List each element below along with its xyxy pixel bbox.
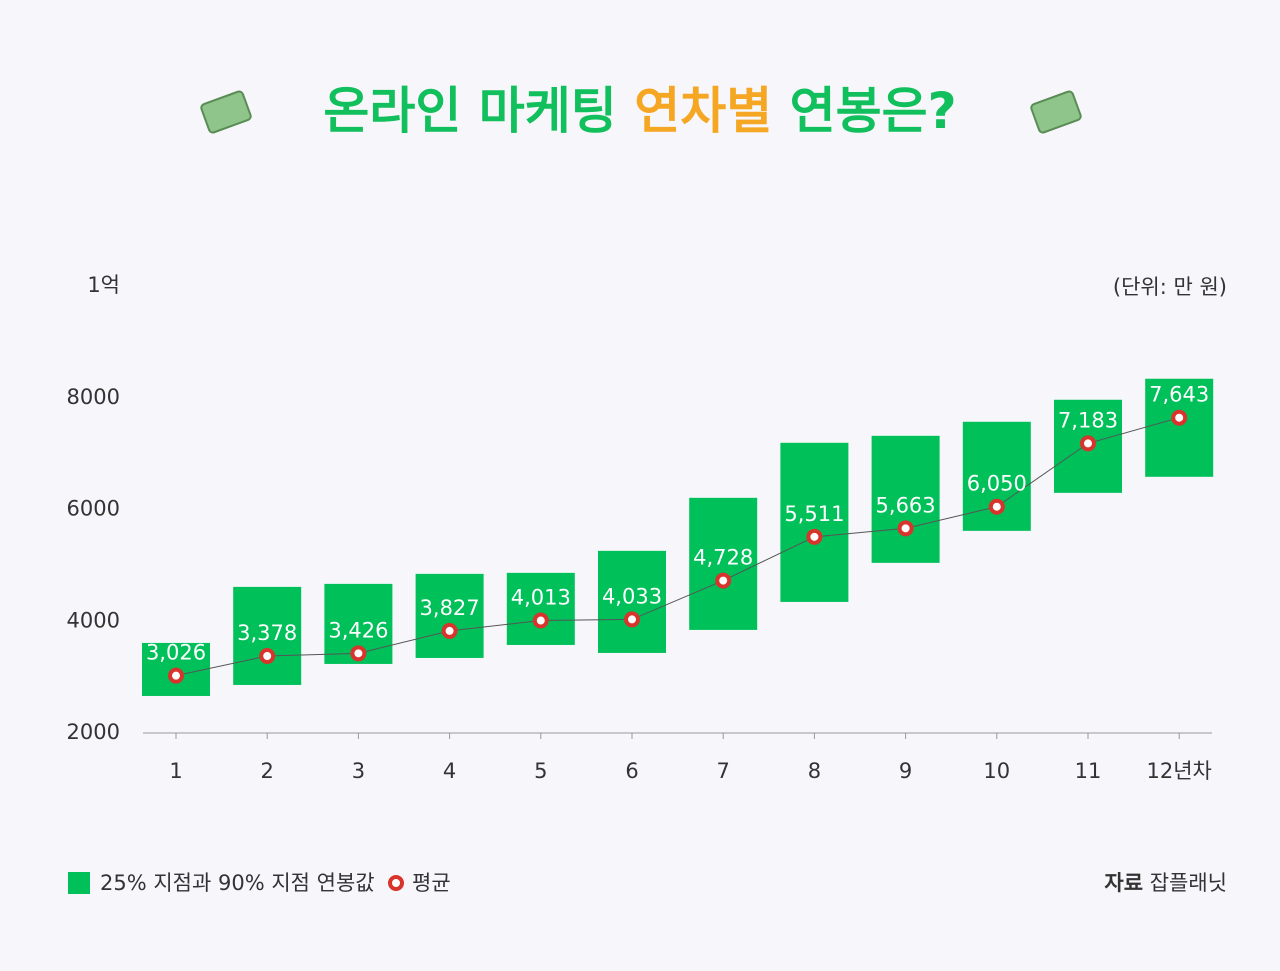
legend-label: 평균 (412, 871, 451, 895)
range-bar (689, 497, 758, 630)
range-bar (871, 435, 940, 563)
x-tick-label: 6 (625, 759, 638, 783)
range-bar (1145, 378, 1214, 477)
value-label: 5,663 (876, 493, 936, 517)
range-bar (780, 442, 849, 602)
source-name: 잡플래닛 (1150, 871, 1227, 895)
y-tick-label: 6000 (67, 497, 120, 521)
average-point (532, 612, 549, 629)
title-highlight: 연차별 (634, 82, 772, 140)
legend-label: 25% 지점과 90% 지점 연봉값 (100, 871, 375, 895)
value-label: 4,033 (602, 584, 662, 608)
y-tick-label: 1억 (87, 273, 120, 297)
title-icon (200, 90, 1082, 134)
value-label: 4,728 (693, 546, 753, 570)
value-label: 6,050 (967, 472, 1027, 496)
average-point (168, 667, 184, 684)
range-bar (415, 573, 484, 658)
average-point (897, 520, 914, 537)
chart-title: 온라인 마케팅 연차별 연봉은? (323, 82, 956, 140)
range-bar (506, 572, 575, 645)
range-bar (233, 586, 302, 685)
x-tick-label: 7 (717, 759, 730, 783)
x-tick-label: 4 (443, 759, 456, 783)
x-tick-label: 3 (352, 759, 365, 783)
value-label: 4,013 (511, 586, 571, 610)
title-part: 온라인 마케팅 (323, 82, 634, 140)
legend-swatch (68, 872, 90, 894)
average-line (175, 417, 1180, 677)
average-point (624, 611, 640, 628)
value-label: 7,643 (1149, 383, 1209, 407)
range-bar (598, 550, 666, 653)
average-point (1171, 409, 1188, 426)
x-tick-label: 11 (1075, 759, 1102, 783)
average-point (350, 645, 367, 662)
average-point (806, 528, 823, 545)
y-tick-label: 8000 (67, 385, 120, 409)
source-label: 자료 (1104, 871, 1143, 895)
x-tick-label: 10 (983, 759, 1010, 783)
x-tick-label: 2 (261, 759, 274, 783)
source: 자료 잡플래닛 (1104, 871, 1227, 895)
average-point (1080, 435, 1096, 452)
legend-marker (388, 875, 404, 891)
average-point (441, 622, 458, 639)
unit-label: (단위: 만 원) (1113, 275, 1227, 299)
x-tick-label: 5 (534, 759, 547, 783)
title-part: 연봉은? (772, 82, 956, 140)
x-tick-label: 8 (808, 759, 821, 783)
y-tick-label: 4000 (67, 608, 120, 632)
x-tick-label: 9 (899, 759, 912, 783)
value-label: 3,426 (328, 618, 388, 642)
x-tick-label: 1 (169, 759, 182, 783)
value-label: 3,026 (146, 641, 206, 665)
average-point (715, 572, 732, 589)
average-point (259, 648, 276, 665)
value-label: 7,183 (1058, 408, 1118, 432)
x-tick-label: 12년차 (1147, 759, 1212, 783)
value-label: 3,378 (237, 621, 297, 645)
value-label: 3,827 (420, 596, 480, 620)
y-tick-label: 2000 (67, 720, 120, 744)
average-point (988, 498, 1005, 515)
value-label: 5,511 (784, 502, 844, 526)
